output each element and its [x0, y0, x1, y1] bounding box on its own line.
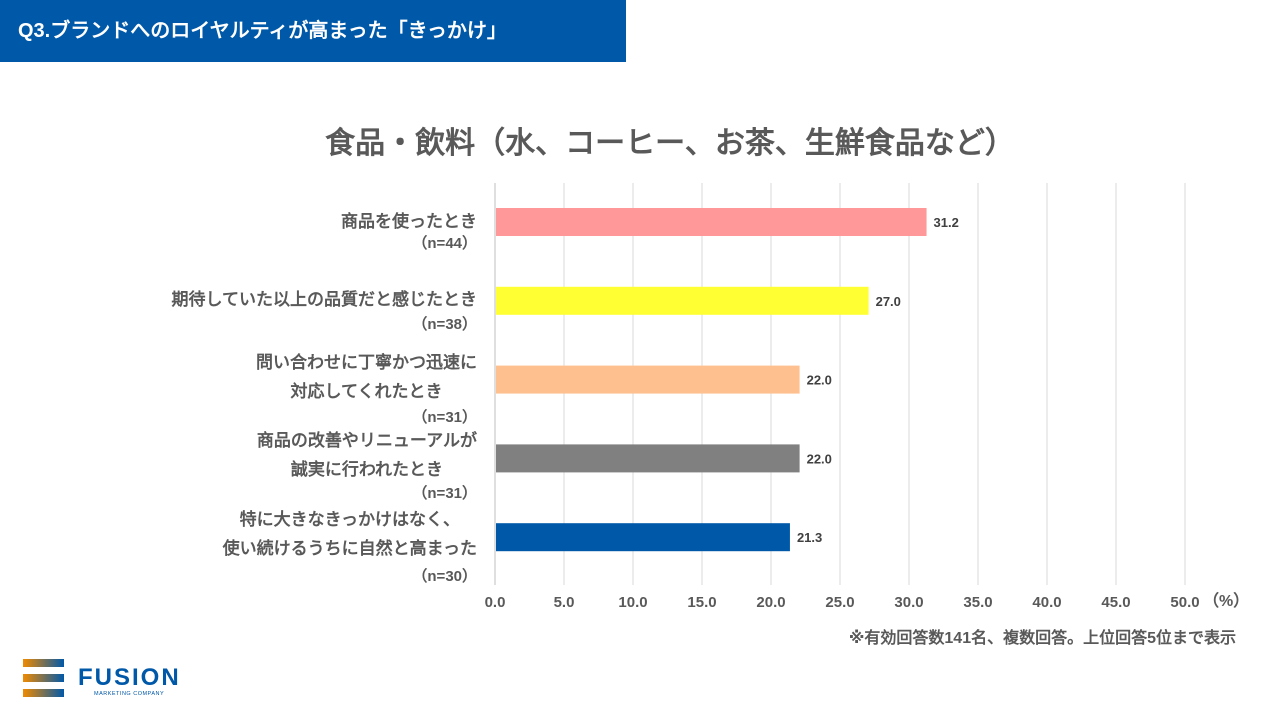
category-label-line: 使い続けるうちに自然と高まった [222, 539, 477, 558]
bar [496, 286, 869, 315]
data-label: 31.2 [934, 215, 959, 230]
x-tick-label: 35.0 [963, 594, 992, 611]
svg-text:FUSION: FUSION [78, 664, 181, 691]
x-tick-label: 10.0 [618, 594, 647, 611]
x-tick-label: 25.0 [825, 594, 854, 611]
svg-text:MARKETING COMPANY: MARKETING COMPANY [94, 691, 164, 697]
category-label-line: 問い合わせに丁寧かつ迅速に [256, 353, 477, 372]
x-tick-label: 5.0 [554, 594, 575, 611]
fusion-logo: FUSION MARKETING COMPANY [22, 658, 192, 707]
bar [496, 523, 790, 552]
category-label: 商品を使ったとき [341, 212, 477, 232]
category-label-line: 特に大きなきっかけはなく、 [239, 510, 460, 529]
bar [496, 444, 800, 473]
x-tick-label: 30.0 [894, 594, 923, 611]
x-tick-label: 40.0 [1032, 594, 1061, 611]
chart-title: 食品・飲料（水、コーヒー、お茶、生鮮食品など） [325, 127, 1015, 160]
sample-size-label: （n=30） [412, 568, 477, 585]
category-label-line: 商品の改善やリニューアルが [256, 431, 477, 450]
bar [496, 365, 800, 394]
x-tick-label: 0.0 [485, 594, 506, 611]
sample-size-label: （n=44） [412, 235, 477, 252]
x-tick-label: 15.0 [687, 594, 716, 611]
data-label: 22.0 [807, 373, 832, 388]
sample-size-label: （n=31） [412, 485, 477, 502]
x-tick-label: 45.0 [1101, 594, 1130, 611]
category-label: 特に大きなきっかけはなく、 使い続けるうちに自然と高まった [223, 510, 477, 559]
data-label: 27.0 [876, 294, 901, 309]
data-label: 22.0 [807, 451, 832, 466]
sample-size-label: （n=38） [412, 316, 477, 333]
sample-size-label: （n=31） [412, 409, 477, 426]
data-label: 21.3 [797, 530, 822, 545]
category-label: 商品の改善やリニューアルが 誠実に行われたとき [257, 431, 477, 480]
bar [496, 208, 927, 236]
x-tick-label: 20.0 [756, 594, 785, 611]
category-label-line: 期待していた以上の品質だと感じたとき [171, 290, 478, 309]
x-unit-label: （%） [1203, 592, 1249, 610]
footnote: ※有効回答数141名、複数回答。上位回答5位まで表示 [848, 630, 1236, 647]
category-label: 問い合わせに丁寧かつ迅速に 対応してくれたとき [256, 353, 477, 402]
x-tick-label: 50.0 [1170, 594, 1199, 611]
question-header: Q3.ブランドへのロイヤルティが高まった「きっかけ」 [0, 0, 626, 62]
category-label-line: 誠実に行われたとき [290, 460, 443, 479]
category-label-line: 対応してくれたとき [290, 382, 443, 401]
category-label: 期待していた以上の品質だと感じたとき [172, 290, 478, 310]
category-label-line: 商品を使ったとき [341, 212, 477, 231]
